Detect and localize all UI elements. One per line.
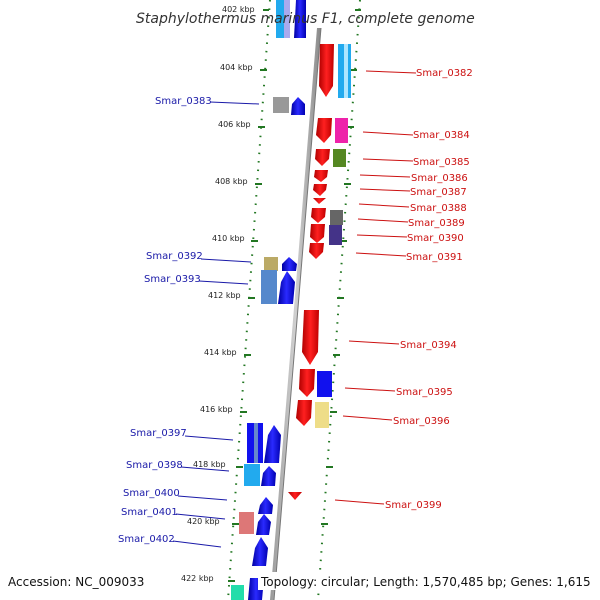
- gene-label-smar-0396[interactable]: Smar_0396: [393, 416, 450, 427]
- right-gene-labels: Smar_0382 Smar_0384 Smar_0385 Smar_0386 …: [334, 68, 473, 511]
- tick-406: 406 kbp: [218, 120, 354, 129]
- gene-label-smar-0394[interactable]: Smar_0394: [400, 340, 457, 351]
- gene-arrow-smar-0388[interactable]: [313, 198, 326, 204]
- tick-label: 414 kbp: [204, 348, 237, 357]
- gene-label-smar-0398[interactable]: Smar_0398: [126, 460, 183, 471]
- gene-arrow-smar-0395[interactable]: [299, 369, 315, 397]
- gene-label-smar-0391[interactable]: Smar_0391: [406, 252, 463, 263]
- tick-408: 408 kbp: [215, 177, 351, 186]
- gene-arrow-smar-0387[interactable]: [313, 184, 327, 196]
- tick-label: 420 kbp: [187, 517, 220, 526]
- gene-label-smar-0392[interactable]: Smar_0392: [146, 251, 203, 262]
- left-gene-labels: Smar_0383 Smar_0392 Smar_0393 Smar_0397 …: [118, 96, 260, 548]
- cog-box-smar-0384[interactable]: [335, 118, 348, 143]
- gene-label-smar-0395[interactable]: Smar_0395: [396, 387, 453, 398]
- tick-label: 416 kbp: [200, 405, 233, 414]
- gene-arrow-smar-0382[interactable]: [319, 44, 334, 97]
- tick-label: 412 kbp: [208, 291, 241, 300]
- gene-label-smar-0393[interactable]: Smar_0393: [144, 274, 201, 285]
- tick-416: 416 kbp: [200, 405, 337, 414]
- tick-412: 412 kbp: [208, 291, 344, 300]
- gene-arrow-smar-0386[interactable]: [314, 170, 328, 182]
- gene-arrow-smar-0394[interactable]: [302, 310, 319, 365]
- gene-label-smar-0382[interactable]: Smar_0382: [416, 68, 473, 79]
- gene-label-smar-0383[interactable]: Smar_0383: [155, 96, 212, 107]
- gene-label-smar-0389[interactable]: Smar_0389: [408, 218, 465, 229]
- cog-box-smar-0401[interactable]: [239, 512, 254, 534]
- gene-arrow-smar-0400[interactable]: [258, 497, 273, 514]
- gene-arrow-smar-0397[interactable]: [264, 425, 281, 463]
- cog-box-smar-0393[interactable]: [261, 270, 277, 304]
- gene-arrow-smar-0396[interactable]: [296, 400, 312, 426]
- gene-arrow-smar-0389[interactable]: [311, 208, 326, 223]
- tick-label: 404 kbp: [220, 63, 253, 72]
- gene-label-smar-0384[interactable]: Smar_0384: [413, 130, 470, 141]
- cog-box-smar-0389[interactable]: [330, 210, 343, 225]
- cog-box-smar-0398[interactable]: [244, 464, 260, 486]
- tick-414: 414 kbp: [204, 348, 340, 357]
- tick-label: 410 kbp: [212, 234, 245, 243]
- gene-arrow-smar-0399[interactable]: [288, 492, 302, 500]
- gene-label-smar-0386[interactable]: Smar_0386: [411, 173, 468, 184]
- gene-label-smar-0388[interactable]: Smar_0388: [410, 203, 467, 214]
- cog-box-smar-0395[interactable]: [317, 371, 332, 397]
- cog-box-smar-0385[interactable]: [333, 149, 346, 167]
- gene-arrow-smar-0391[interactable]: [309, 243, 324, 259]
- tick-label: 422 kbp: [181, 574, 214, 583]
- tick-420: 420 kbp: [187, 517, 328, 526]
- gene-arrow-smar-0398[interactable]: [261, 466, 276, 486]
- cog-box-smar-0396[interactable]: [315, 402, 329, 428]
- map-title: Staphylothermus marinus F1, complete gen…: [136, 11, 475, 27]
- genome-backbone: [270, 27, 322, 600]
- gene-arrow-smar-0390[interactable]: [310, 224, 325, 243]
- accession-text: Accession: NC_009033: [8, 575, 144, 589]
- gene-label-smar-0387[interactable]: Smar_0387: [410, 187, 467, 198]
- gene-arrow-smar-0401[interactable]: [256, 514, 271, 535]
- top-cog-box-b[interactable]: [284, 0, 290, 38]
- tick-label: 406 kbp: [218, 120, 251, 129]
- gene-arrow-smar-0393[interactable]: [278, 271, 295, 304]
- bottom-cog-box[interactable]: [231, 585, 244, 600]
- top-gene-arrow[interactable]: [294, 0, 306, 38]
- gene-label-smar-0400[interactable]: Smar_0400: [123, 488, 180, 499]
- top-cog-box-a[interactable]: [276, 0, 284, 38]
- gene-label-smar-0397[interactable]: Smar_0397: [130, 428, 187, 439]
- tick-label: 408 kbp: [215, 177, 248, 186]
- gene-label-smar-0399[interactable]: Smar_0399: [385, 500, 442, 511]
- gene-label-smar-0402[interactable]: Smar_0402: [118, 534, 175, 545]
- reverse-strand-features: [288, 44, 351, 500]
- gene-arrow-smar-0402[interactable]: [252, 537, 268, 566]
- tick-402: 402 kbp: [222, 5, 361, 14]
- tick-404: 404 kbp: [220, 63, 357, 72]
- gene-label-smar-0401[interactable]: Smar_0401: [121, 507, 178, 518]
- cog-box-smar-0392[interactable]: [264, 257, 278, 271]
- tick-label: 402 kbp: [222, 5, 255, 14]
- ticks-group: 402 kbp 404 kbp 406 kbp 408 kbp 410 kbp …: [181, 5, 361, 583]
- topology-text: Topology: circular; Length: 1,570,485 bp…: [260, 575, 591, 589]
- gene-arrow-smar-0392[interactable]: [282, 257, 297, 271]
- cog-box-smar-0383[interactable]: [273, 97, 289, 113]
- gene-arrow-smar-0384[interactable]: [316, 118, 332, 143]
- topology-bg: [258, 572, 594, 590]
- gene-label-smar-0385[interactable]: Smar_0385: [413, 157, 470, 168]
- tick-label: 418 kbp: [193, 460, 226, 469]
- gene-label-smar-0390[interactable]: Smar_0390: [407, 233, 464, 244]
- cog-box-smar-0390[interactable]: [329, 225, 342, 245]
- gene-arrow-smar-0385[interactable]: [315, 149, 330, 166]
- gene-arrow-smar-0383[interactable]: [291, 97, 305, 115]
- tick-418: 418 kbp: [193, 460, 333, 469]
